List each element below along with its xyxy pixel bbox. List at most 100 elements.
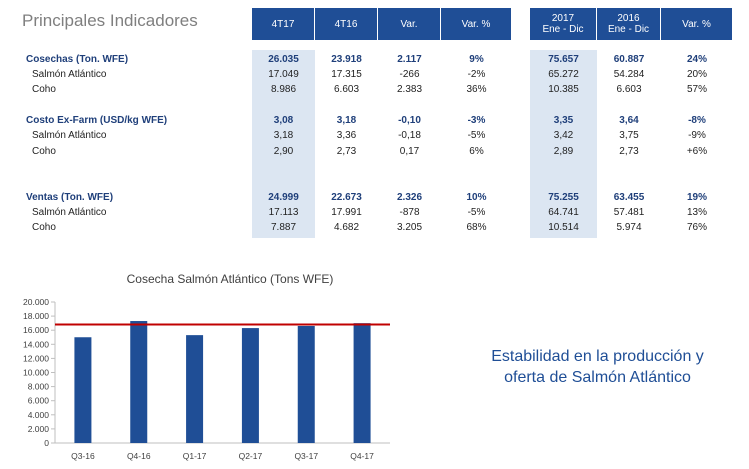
- cell-y1: 10.514: [548, 222, 579, 233]
- header-2017-year: 2017: [551, 13, 575, 24]
- cell-q1: 17.113: [268, 207, 299, 218]
- callout-text: Estabilidad en la producción y oferta de…: [455, 346, 740, 388]
- y-tick-label: 8.000: [28, 382, 50, 392]
- cell-y1: 3,42: [553, 130, 574, 141]
- cell-q2: 22.673: [331, 192, 362, 203]
- bar-q3-17: [297, 325, 315, 443]
- y-tick-label: 20.000: [23, 297, 49, 307]
- bar-q4-16: [130, 321, 148, 443]
- x-tick-label: Q1-17: [183, 451, 207, 461]
- table-row: Coho 7.887 4.682 3.205 68% 10.514 5.974 76%: [0, 220, 749, 235]
- row-label: Cosechas (Ton. WFE): [26, 54, 129, 65]
- x-tick-label: Q3-17: [294, 451, 318, 461]
- cell-y1: 3,35: [553, 115, 574, 126]
- cell-varp: -5%: [467, 207, 486, 218]
- header-var-pct-annual: Var. %: [661, 8, 733, 40]
- chart-title: Cosecha Salmón Atlántico (Tons WFE): [126, 272, 334, 286]
- cell-varp: -5%: [467, 130, 486, 141]
- cell-q2: 17.991: [331, 207, 362, 218]
- row-label: Coho: [32, 222, 56, 233]
- cell-y2: 60.887: [613, 54, 645, 65]
- cell-q2: 23.918: [331, 54, 362, 65]
- table-row: Salmón Atlántico 3,18 3,36 -0,18 -5% 3,42 3,75…: [0, 128, 749, 143]
- bar-q3-16: [74, 337, 92, 443]
- y-tick-label: 2.000: [28, 424, 50, 434]
- header-4t16: 4T16: [315, 8, 378, 40]
- cell-q1: 24.999: [268, 192, 299, 203]
- x-tick-label: Q2-17: [239, 451, 263, 461]
- y-tick-label: 0: [44, 438, 49, 448]
- header-4t17: 4T17: [252, 8, 315, 40]
- y-tick-label: 10.000: [23, 368, 49, 378]
- cell-q2: 17.315: [331, 69, 362, 80]
- cell-varp2: -9%: [688, 130, 706, 141]
- cell-varp2: 57%: [686, 84, 707, 95]
- header-var-pct: Var. %: [441, 8, 512, 40]
- x-tick-label: Q4-17: [350, 451, 374, 461]
- y-tick-label: 6.000: [28, 396, 50, 406]
- table-row: Cosechas (Ton. WFE) 26.035 23.918 2.117 9% 75…: [0, 52, 749, 67]
- cell-var: -0,18: [398, 130, 421, 141]
- bar-q2-17: [241, 328, 259, 443]
- cell-q1: 26.035: [268, 54, 299, 65]
- header-2017-range: Ene - Dic: [542, 24, 584, 35]
- cell-y1: 2,89: [553, 146, 574, 157]
- cell-y1: 10.385: [548, 84, 579, 95]
- cell-q1: 17.049: [268, 69, 299, 80]
- cell-var: 2.117: [397, 54, 422, 65]
- header-2016-range: Ene - Dic: [607, 24, 650, 35]
- y-tick-label: 18.000: [23, 311, 49, 321]
- cell-var: -0,10: [398, 115, 421, 126]
- shade-4t17-column: [252, 50, 315, 238]
- cell-q2: 4.682: [333, 222, 360, 233]
- cell-q2: 2,73: [336, 146, 357, 157]
- cell-q1: 7.887: [270, 222, 297, 233]
- cell-varp2: +6%: [686, 146, 708, 157]
- cell-q1: 3,18: [273, 130, 294, 141]
- cell-y1: 75.657: [548, 54, 579, 65]
- bar-q1-17: [186, 335, 204, 443]
- cell-varp2: 76%: [686, 222, 707, 233]
- table-row: Coho 2,90 2,73 0,17 6% 2,89 2,73 +6%: [0, 144, 749, 159]
- cell-y2: 63.455: [613, 192, 645, 203]
- table-row: Salmón Atlántico 17.049 17.315 -266 -2% 65.27…: [0, 67, 749, 82]
- cell-var: 2.326: [396, 192, 423, 203]
- cell-y2: 54.284: [613, 69, 645, 80]
- cell-q2: 3,36: [336, 130, 357, 141]
- y-tick-label: 4.000: [28, 410, 50, 420]
- callout-line-1: Estabilidad en la producción y: [491, 348, 704, 365]
- cell-y2: 5.974: [616, 222, 642, 233]
- cell-y1: 64.741: [548, 207, 579, 218]
- page-title: Principales Indicadores: [22, 11, 198, 30]
- cell-q2: 6.603: [333, 84, 360, 95]
- cell-varp: 6%: [469, 146, 484, 157]
- cell-var: 0,17: [399, 146, 420, 157]
- x-tick-label: Q3-16: [71, 451, 95, 461]
- cell-q1: 3,08: [273, 115, 294, 126]
- row-label: Salmón Atlántico: [32, 69, 107, 80]
- row-label: Salmón Atlántico: [32, 130, 107, 141]
- row-label: Ventas (Ton. WFE): [26, 192, 114, 203]
- y-tick-label: 14.000: [23, 339, 49, 349]
- cell-varp: -3%: [467, 115, 486, 126]
- bar-q4-17: [353, 323, 371, 443]
- row-label: Coho: [32, 84, 56, 95]
- header-2016: 2016 Ene - Dic: [597, 8, 661, 40]
- table-row: Costo Ex-Farm (USD/kg WFE) 3,08 3,18 -0,10 -…: [0, 113, 749, 128]
- cell-y2: 6.603: [616, 84, 642, 95]
- shade-2017-column: [530, 50, 597, 238]
- cell-var: -878: [399, 207, 420, 218]
- x-tick-label: Q4-16: [127, 451, 151, 461]
- cell-y1: 65.272: [548, 69, 579, 80]
- cell-q2: 3,18: [336, 115, 357, 126]
- row-label: Coho: [32, 146, 56, 157]
- cell-varp: 36%: [466, 84, 487, 95]
- header-2016-year: 2016: [617, 13, 640, 24]
- cell-y2: 57.481: [613, 207, 645, 218]
- table-row: Ventas (Ton. WFE) 24.999 22.673 2.326 10% 75.…: [0, 190, 749, 205]
- cell-q1: 2,90: [273, 146, 294, 157]
- y-tick-label: 16.000: [23, 325, 49, 335]
- cell-varp2: -8%: [688, 115, 706, 126]
- cell-y2: 2,73: [619, 146, 639, 157]
- cell-varp: 68%: [466, 222, 487, 233]
